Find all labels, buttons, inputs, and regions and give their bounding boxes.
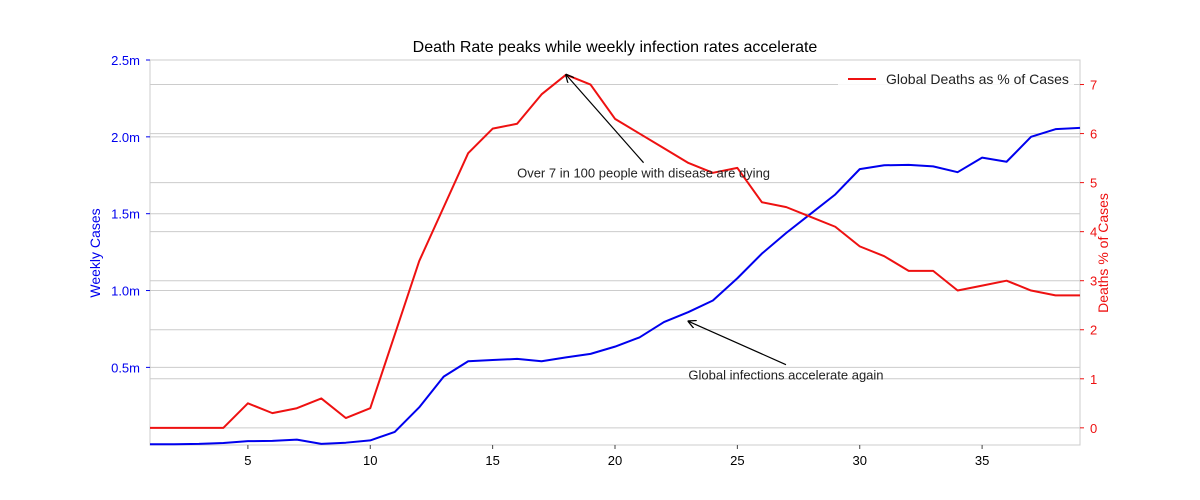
annotation-text-1: Global infections accelerate again — [688, 368, 883, 383]
y-right-tick-label: 2 — [1090, 323, 1097, 338]
y-left-tick-label: 2.5m — [111, 53, 140, 68]
y-left-tick-label: 0.5m — [111, 360, 140, 375]
legend-label-deaths: Global Deaths as % of Cases — [886, 71, 1069, 87]
x-tick-label: 20 — [608, 453, 622, 468]
y-right-tick-label: 5 — [1090, 176, 1097, 191]
annotation-arrow-0 — [566, 75, 645, 164]
y-right-tick-label: 0 — [1090, 421, 1097, 436]
x-tick-label: 10 — [363, 453, 377, 468]
series-weekly-cases — [150, 126, 1081, 446]
x-tick-label: 25 — [730, 453, 744, 468]
legend-background — [838, 66, 1074, 94]
y-axis-left-label: Weekly Cases — [87, 208, 103, 297]
y-left-tick-label: 1.0m — [111, 284, 140, 299]
x-tick-label: 5 — [244, 453, 251, 468]
series-deaths-pct — [150, 73, 1080, 429]
chart-title: Death Rate peaks while weekly infection … — [413, 39, 818, 56]
y-right-tick-label: 7 — [1090, 78, 1097, 93]
x-tick-label: 15 — [485, 453, 499, 468]
annotations: Over 7 in 100 people with disease are dy… — [517, 75, 884, 383]
axes: 5 10 15 20 25 30 35 0.5m 1.0m 1.5m 2.0m 2.5m 0 1 2 3 4 5 6… — [111, 53, 1097, 468]
y-left-tick-label: 2.0m — [111, 130, 140, 145]
legend: Global Deaths as % of Cases — [838, 66, 1074, 94]
y-right-tick-label: 3 — [1090, 274, 1097, 289]
y-left-tick-label: 1.5m — [111, 207, 140, 222]
annotation-arrow-1 — [688, 321, 787, 366]
y-axis-right-label: Deaths % of Cases — [1095, 193, 1111, 313]
y-right-tick-label: 1 — [1090, 372, 1097, 387]
gridlines — [150, 59, 1080, 429]
x-tick-label: 30 — [853, 453, 867, 468]
y-right-tick-label: 6 — [1090, 127, 1097, 142]
x-tick-label: 35 — [975, 453, 989, 468]
y-right-tick-label: 4 — [1090, 225, 1097, 240]
series-lines — [150, 73, 1081, 446]
annotation-text-0: Over 7 in 100 people with disease are dy… — [517, 166, 770, 181]
